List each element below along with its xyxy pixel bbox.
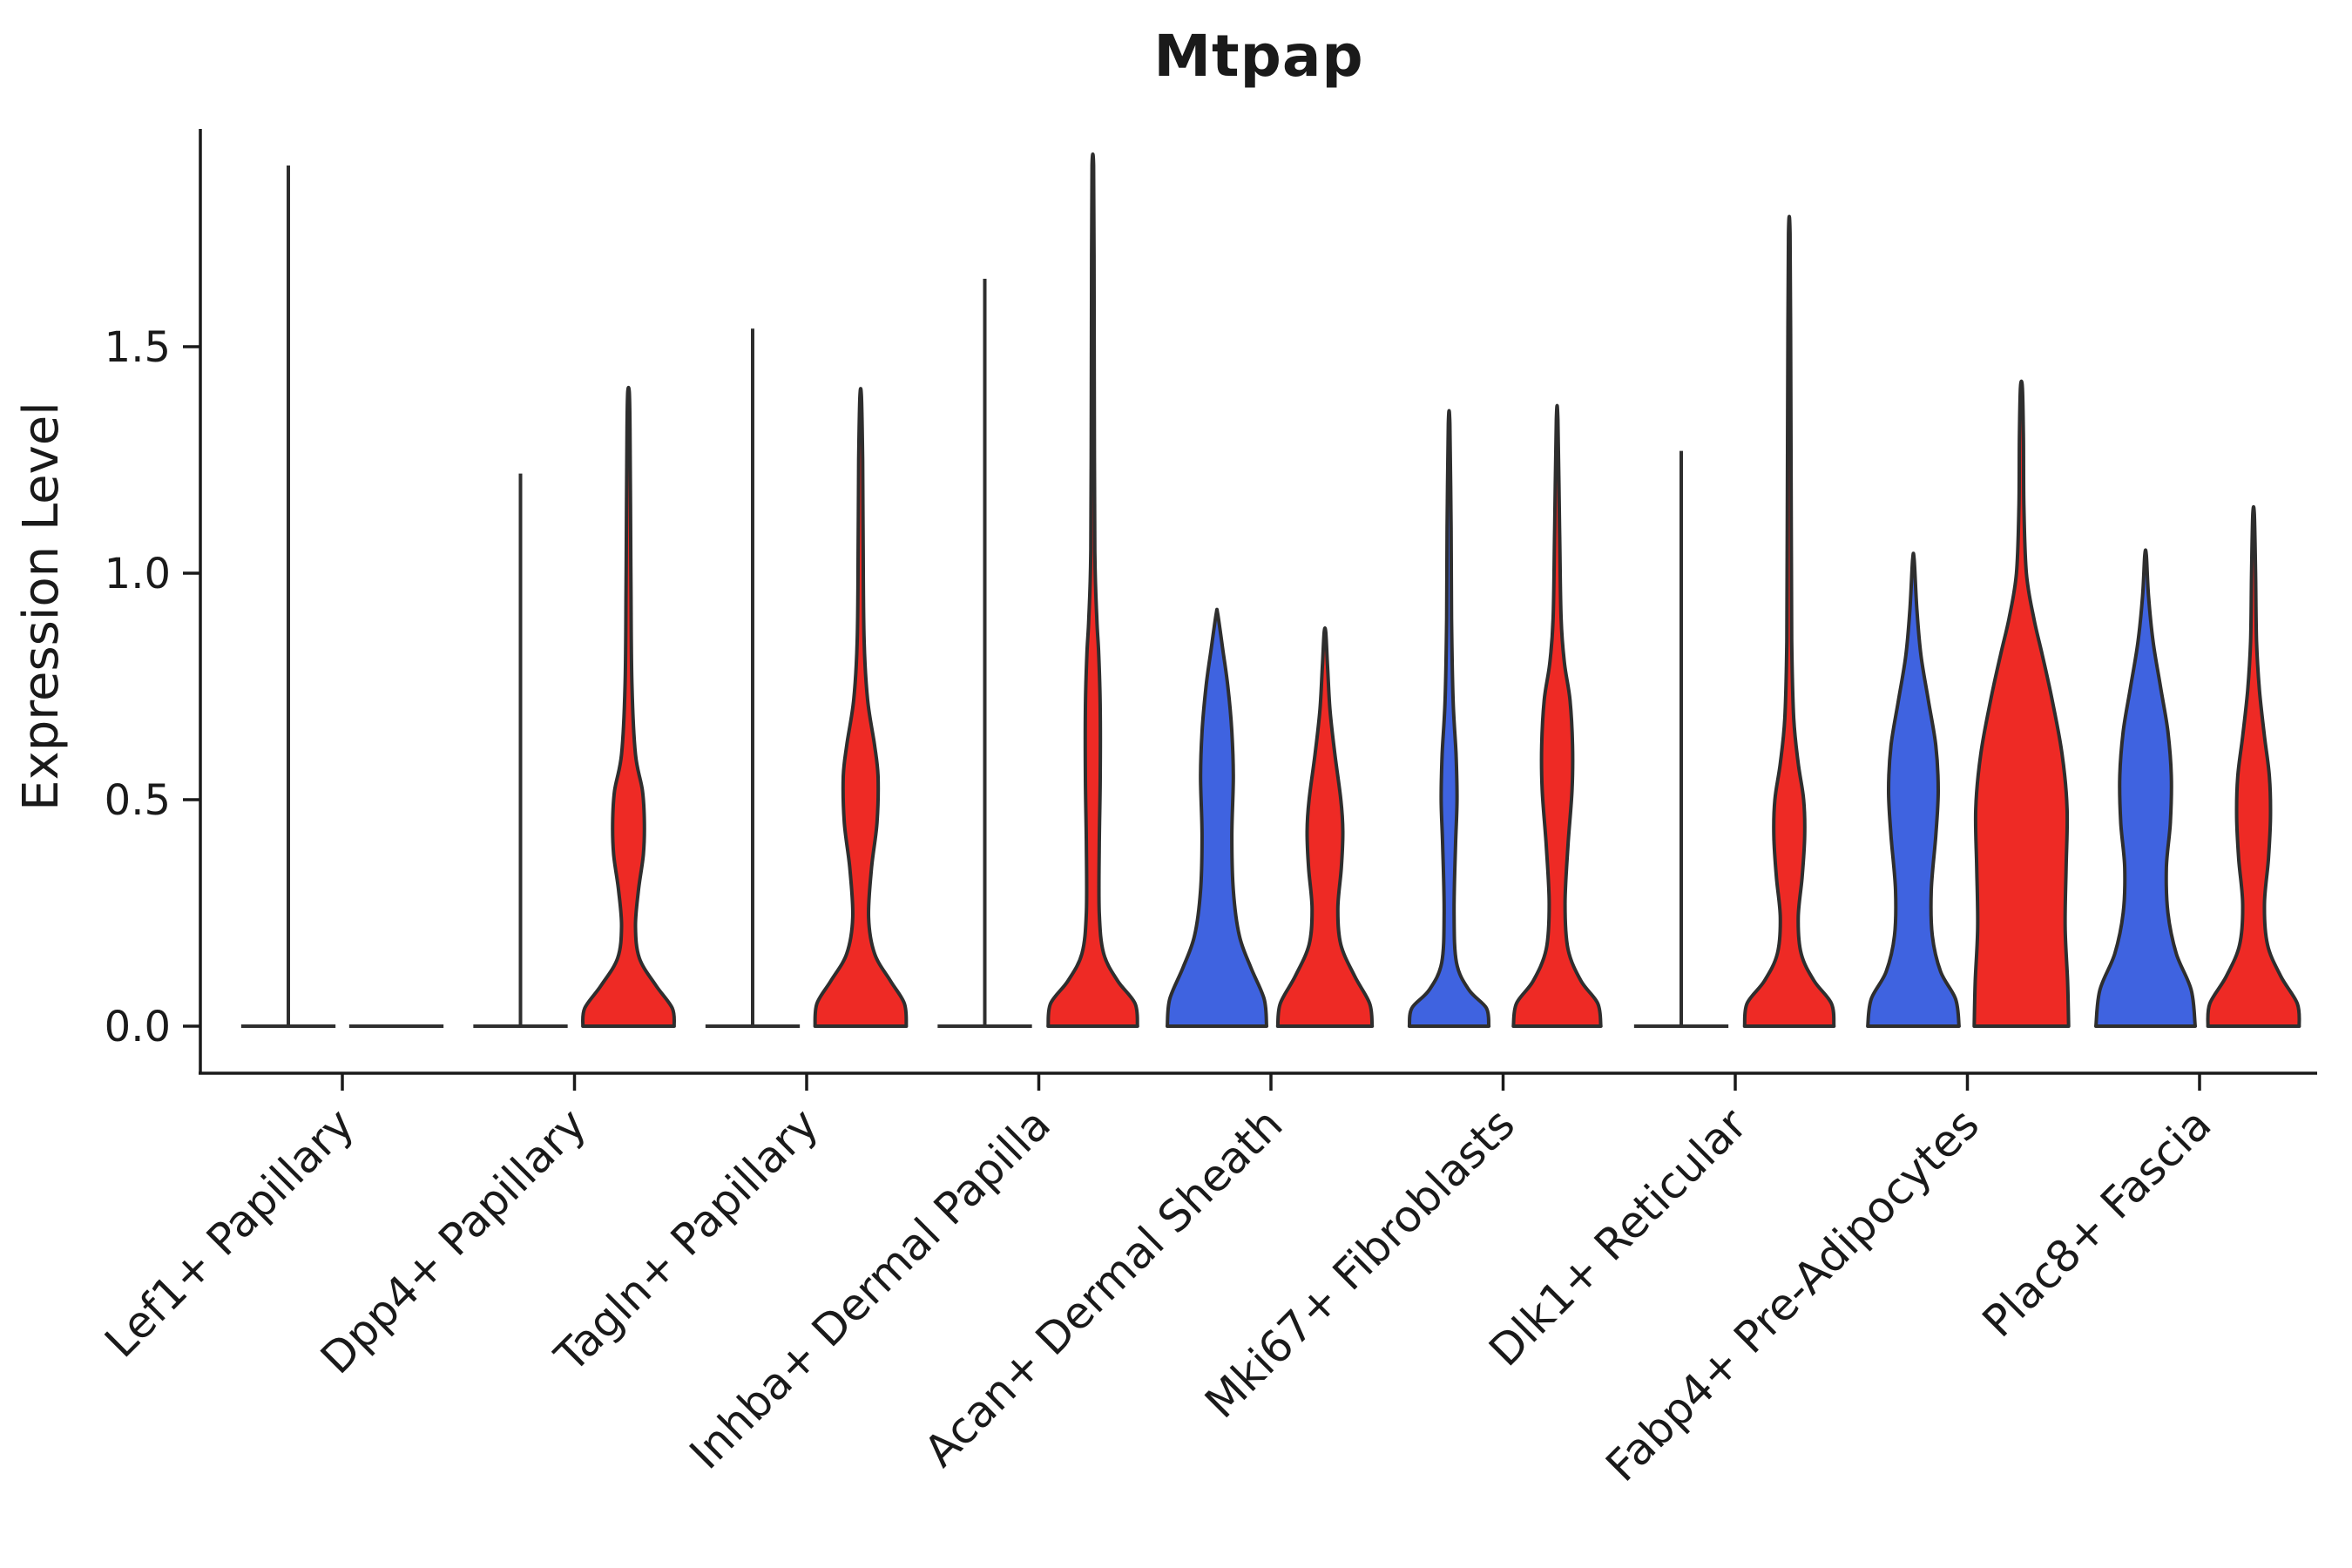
violin-mki67-fibroblasts-red <box>1511 403 1603 1028</box>
y-tick-label: 0.5 <box>105 776 171 825</box>
x-tick-label: Plac8+ Fascia <box>1973 1098 2221 1347</box>
violin-dlk1-reticular-red <box>1742 214 1836 1028</box>
violin-acan-dermal-sheath-blue <box>1166 607 1268 1028</box>
violin-plac8-fascia-red <box>2206 504 2301 1028</box>
violin-fabp4-pre-adipocytes-red <box>1972 379 2071 1028</box>
violin-plac8-fascia-blue <box>2094 548 2197 1028</box>
x-tick-label: Fabp4+ Pre-Adipocytes <box>1596 1098 1989 1491</box>
violin-acan-dermal-sheath-red <box>1275 626 1375 1028</box>
violin-tagln-papillary-red <box>813 387 909 1028</box>
x-tick-label: Dlk1+ Reticular <box>1479 1098 1756 1375</box>
y-tick-label: 0.0 <box>105 1003 171 1051</box>
violin-mki67-fibroblasts-blue <box>1407 409 1491 1028</box>
chart-title: Mtpap <box>1153 23 1364 90</box>
violin-fabp4-pre-adipocytes-blue <box>1866 551 1961 1028</box>
violin-dpp4-papillary-red <box>581 385 676 1028</box>
violin-inhba-dermal-papilla-red <box>1046 152 1139 1028</box>
y-tick-label: 1.5 <box>105 323 171 372</box>
x-tick-label: Lef1+ Papillary <box>95 1098 363 1367</box>
y-tick-label: 1.0 <box>105 550 171 598</box>
